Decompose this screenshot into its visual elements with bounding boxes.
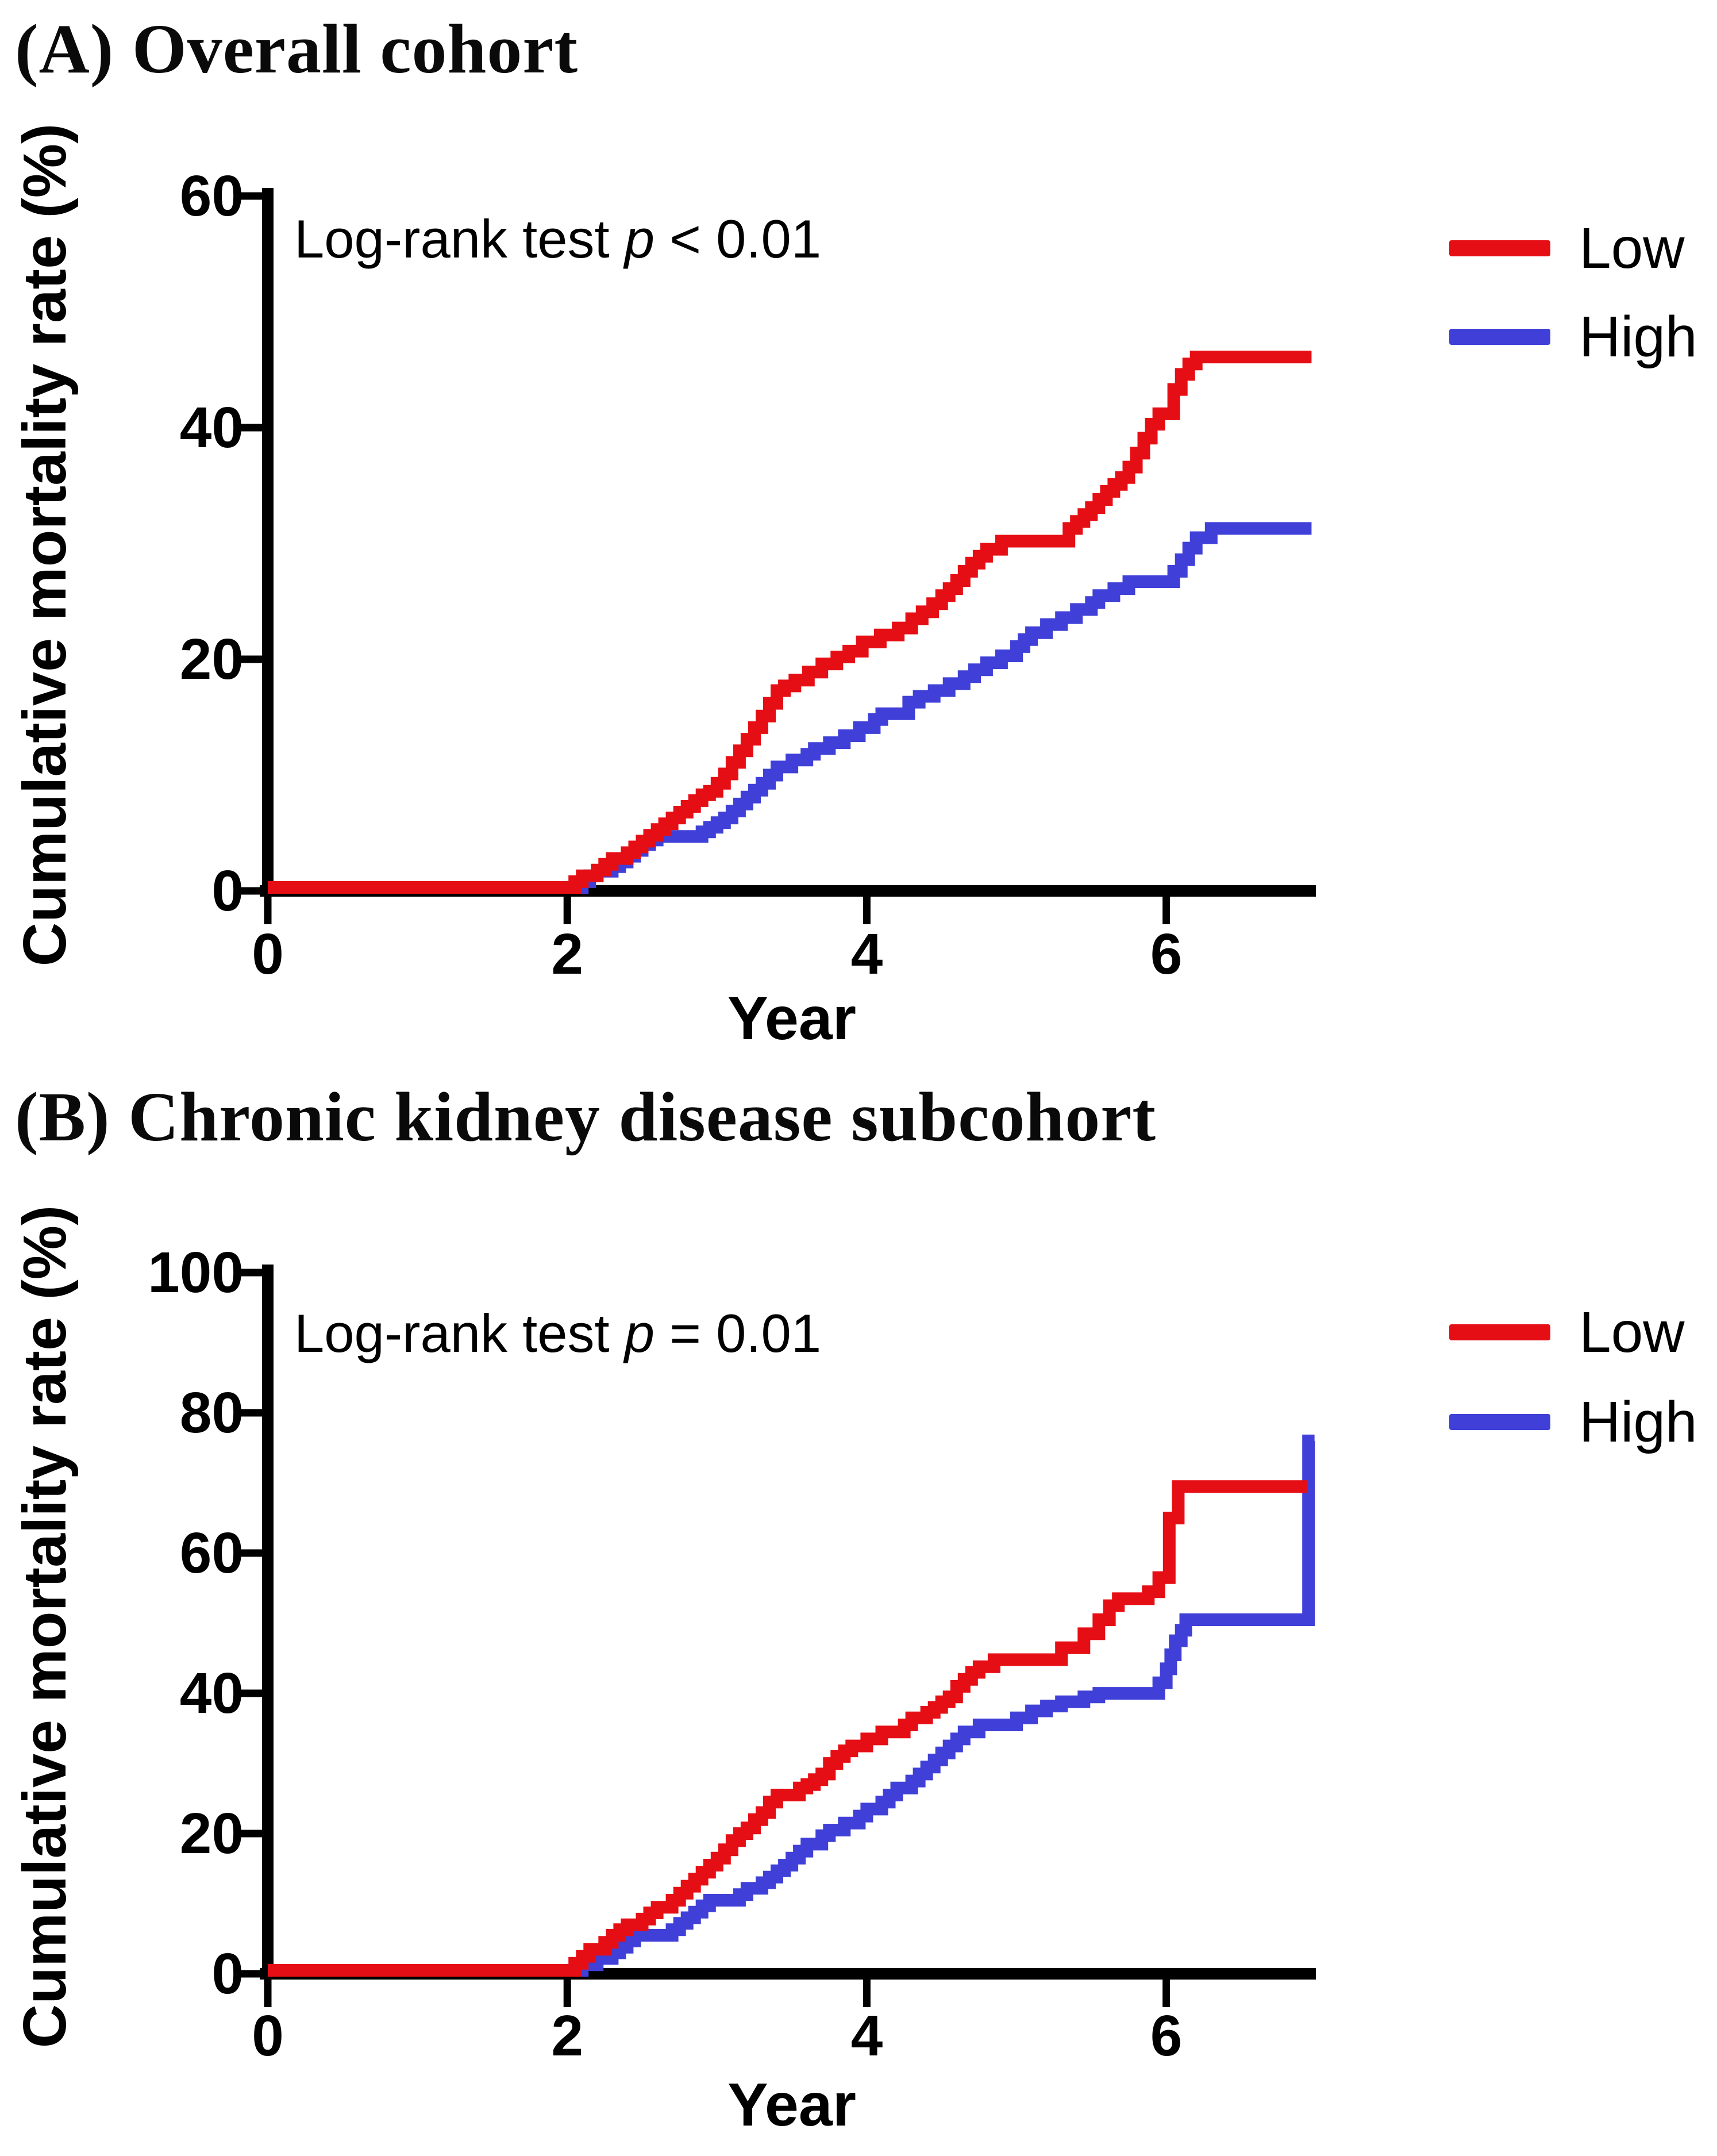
panel-b-title: (B) Chronic kidney disease subcohort xyxy=(15,1078,1156,1156)
panel-a-curve-low xyxy=(268,351,1312,894)
panel-a-legend-swatch-high xyxy=(1449,329,1550,345)
panel-b-curve-high xyxy=(268,1434,1315,1977)
panel-b-x-axis-title: Year xyxy=(727,2071,856,2139)
panel-b-x-tick-label: 0 xyxy=(252,2004,284,2068)
panel-a-x-tick-label: 2 xyxy=(551,922,583,986)
panel-b-y-tick-label: 100 xyxy=(148,1240,244,1305)
panel-a-y-tick-label: 20 xyxy=(180,627,244,691)
panel-b-x-tick-label: 4 xyxy=(851,2004,883,2068)
panel-b-curve-low xyxy=(268,1480,1307,1977)
panel-a-x-tick-label: 4 xyxy=(851,922,883,986)
panel-b-logrank-annotation: Log-rank test p = 0.01 xyxy=(294,1303,821,1363)
panel-a-x-axis-title: Year xyxy=(727,985,856,1052)
panel-b-legend-label-high: High xyxy=(1579,1390,1697,1454)
panel-b-legend-swatch-high xyxy=(1449,1414,1550,1430)
panel-b-y-tick-label: 80 xyxy=(180,1381,244,1445)
panel-a-x-tick-label: 6 xyxy=(1150,922,1183,986)
panel-a-x-tick-label: 0 xyxy=(252,922,284,986)
panel-b-legend-swatch-low xyxy=(1449,1324,1550,1340)
panel-b-y-axis-title: Cumulative mortality rate (%) xyxy=(11,1205,79,2049)
panel-b-y-tick-label: 40 xyxy=(180,1661,244,1725)
panel-a-y-tick-label: 40 xyxy=(180,395,244,460)
panel-b-y-tick-label: 60 xyxy=(180,1521,244,1585)
panel-b-y-tick-label: 0 xyxy=(211,1942,244,2006)
panel-a-title: (A) Overall cohort xyxy=(15,10,579,88)
panel-b-y-tick-label: 20 xyxy=(180,1801,244,1866)
panel-a-legend-label-low: Low xyxy=(1579,216,1685,280)
panel-a-legend-label-high: High xyxy=(1579,305,1697,369)
panel-a-legend-swatch-low xyxy=(1449,240,1550,256)
panel-a-y-tick-label: 0 xyxy=(211,859,244,923)
panel-a-y-tick-label: 60 xyxy=(180,164,244,228)
panel-a-y-axis-title: Cumulative mortality rate (%) xyxy=(11,124,79,967)
panel-b-x-tick-label: 6 xyxy=(1150,2004,1183,2068)
panel-b-x-tick-label: 2 xyxy=(551,2004,583,2068)
panel-a-logrank-annotation: Log-rank test p < 0.01 xyxy=(294,209,821,269)
panel-b-legend-label-low: Low xyxy=(1579,1300,1685,1365)
panel-a-curve-high xyxy=(268,522,1312,894)
